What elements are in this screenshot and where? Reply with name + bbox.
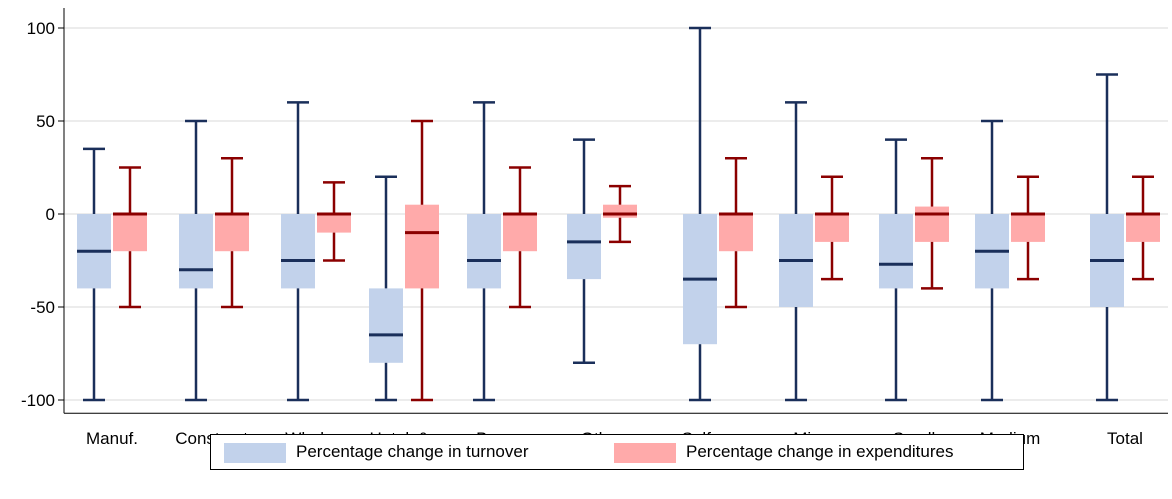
legend-label-expenditures: Percentage change in expenditures	[686, 442, 954, 461]
box-body	[719, 214, 753, 252]
legend-label-turnover: Percentage change in turnover	[296, 442, 529, 461]
legend-swatch-expenditures	[614, 443, 676, 463]
box-turnover-5	[567, 138, 601, 365]
box-body	[369, 288, 403, 363]
box-body	[281, 214, 315, 289]
box-body	[1011, 214, 1045, 242]
box-turnover-4	[467, 101, 501, 402]
box-turnover-2	[281, 101, 315, 402]
y-tick-label: -100	[21, 391, 55, 410]
box-turnover-1	[179, 119, 213, 402]
box-expenditures-6	[719, 156, 753, 309]
box-expenditures-5	[603, 184, 637, 244]
x-tick-label: Manuf.	[86, 429, 138, 448]
box-turnover-9	[975, 119, 1009, 402]
box-expenditures-2	[317, 181, 351, 262]
y-tick-label: 100	[27, 19, 55, 38]
x-tick-label: Total	[1107, 429, 1143, 448]
box-turnover-8	[879, 138, 913, 402]
box-body	[405, 204, 439, 289]
box-expenditures-0	[113, 166, 147, 309]
box-body	[815, 214, 849, 242]
box-body	[915, 206, 949, 242]
box-expenditures-1	[215, 156, 249, 309]
box-body	[113, 214, 147, 252]
y-axis: 100 50 0 -50 -100	[21, 8, 1168, 414]
box-body	[603, 204, 637, 218]
box-expenditures-8	[915, 156, 949, 290]
box-body	[467, 214, 501, 289]
box-body	[567, 214, 601, 280]
legend-swatch-turnover	[224, 443, 286, 463]
y-tick-label: -50	[30, 298, 55, 317]
box-turnover-10	[1090, 73, 1124, 402]
box-expenditures-3	[405, 119, 439, 402]
box-expenditures-9	[1011, 175, 1045, 281]
box-body	[503, 214, 537, 252]
y-tick-label: 0	[46, 205, 55, 224]
box-body	[215, 214, 249, 252]
box-expenditures-10	[1126, 175, 1160, 281]
box-body	[317, 214, 351, 233]
box-turnover-3	[369, 175, 403, 402]
y-tick-label: 50	[36, 112, 55, 131]
box-turnover-7	[779, 101, 813, 402]
boxes	[77, 26, 1160, 402]
box-body	[879, 214, 913, 289]
box-expenditures-7	[815, 175, 849, 281]
legend: Percentage change in turnover Percentage…	[210, 434, 1024, 470]
box-turnover-0	[77, 147, 111, 402]
box-body	[179, 214, 213, 289]
box-expenditures-4	[503, 166, 537, 309]
box-turnover-6	[683, 26, 717, 402]
box-body	[1126, 214, 1160, 242]
